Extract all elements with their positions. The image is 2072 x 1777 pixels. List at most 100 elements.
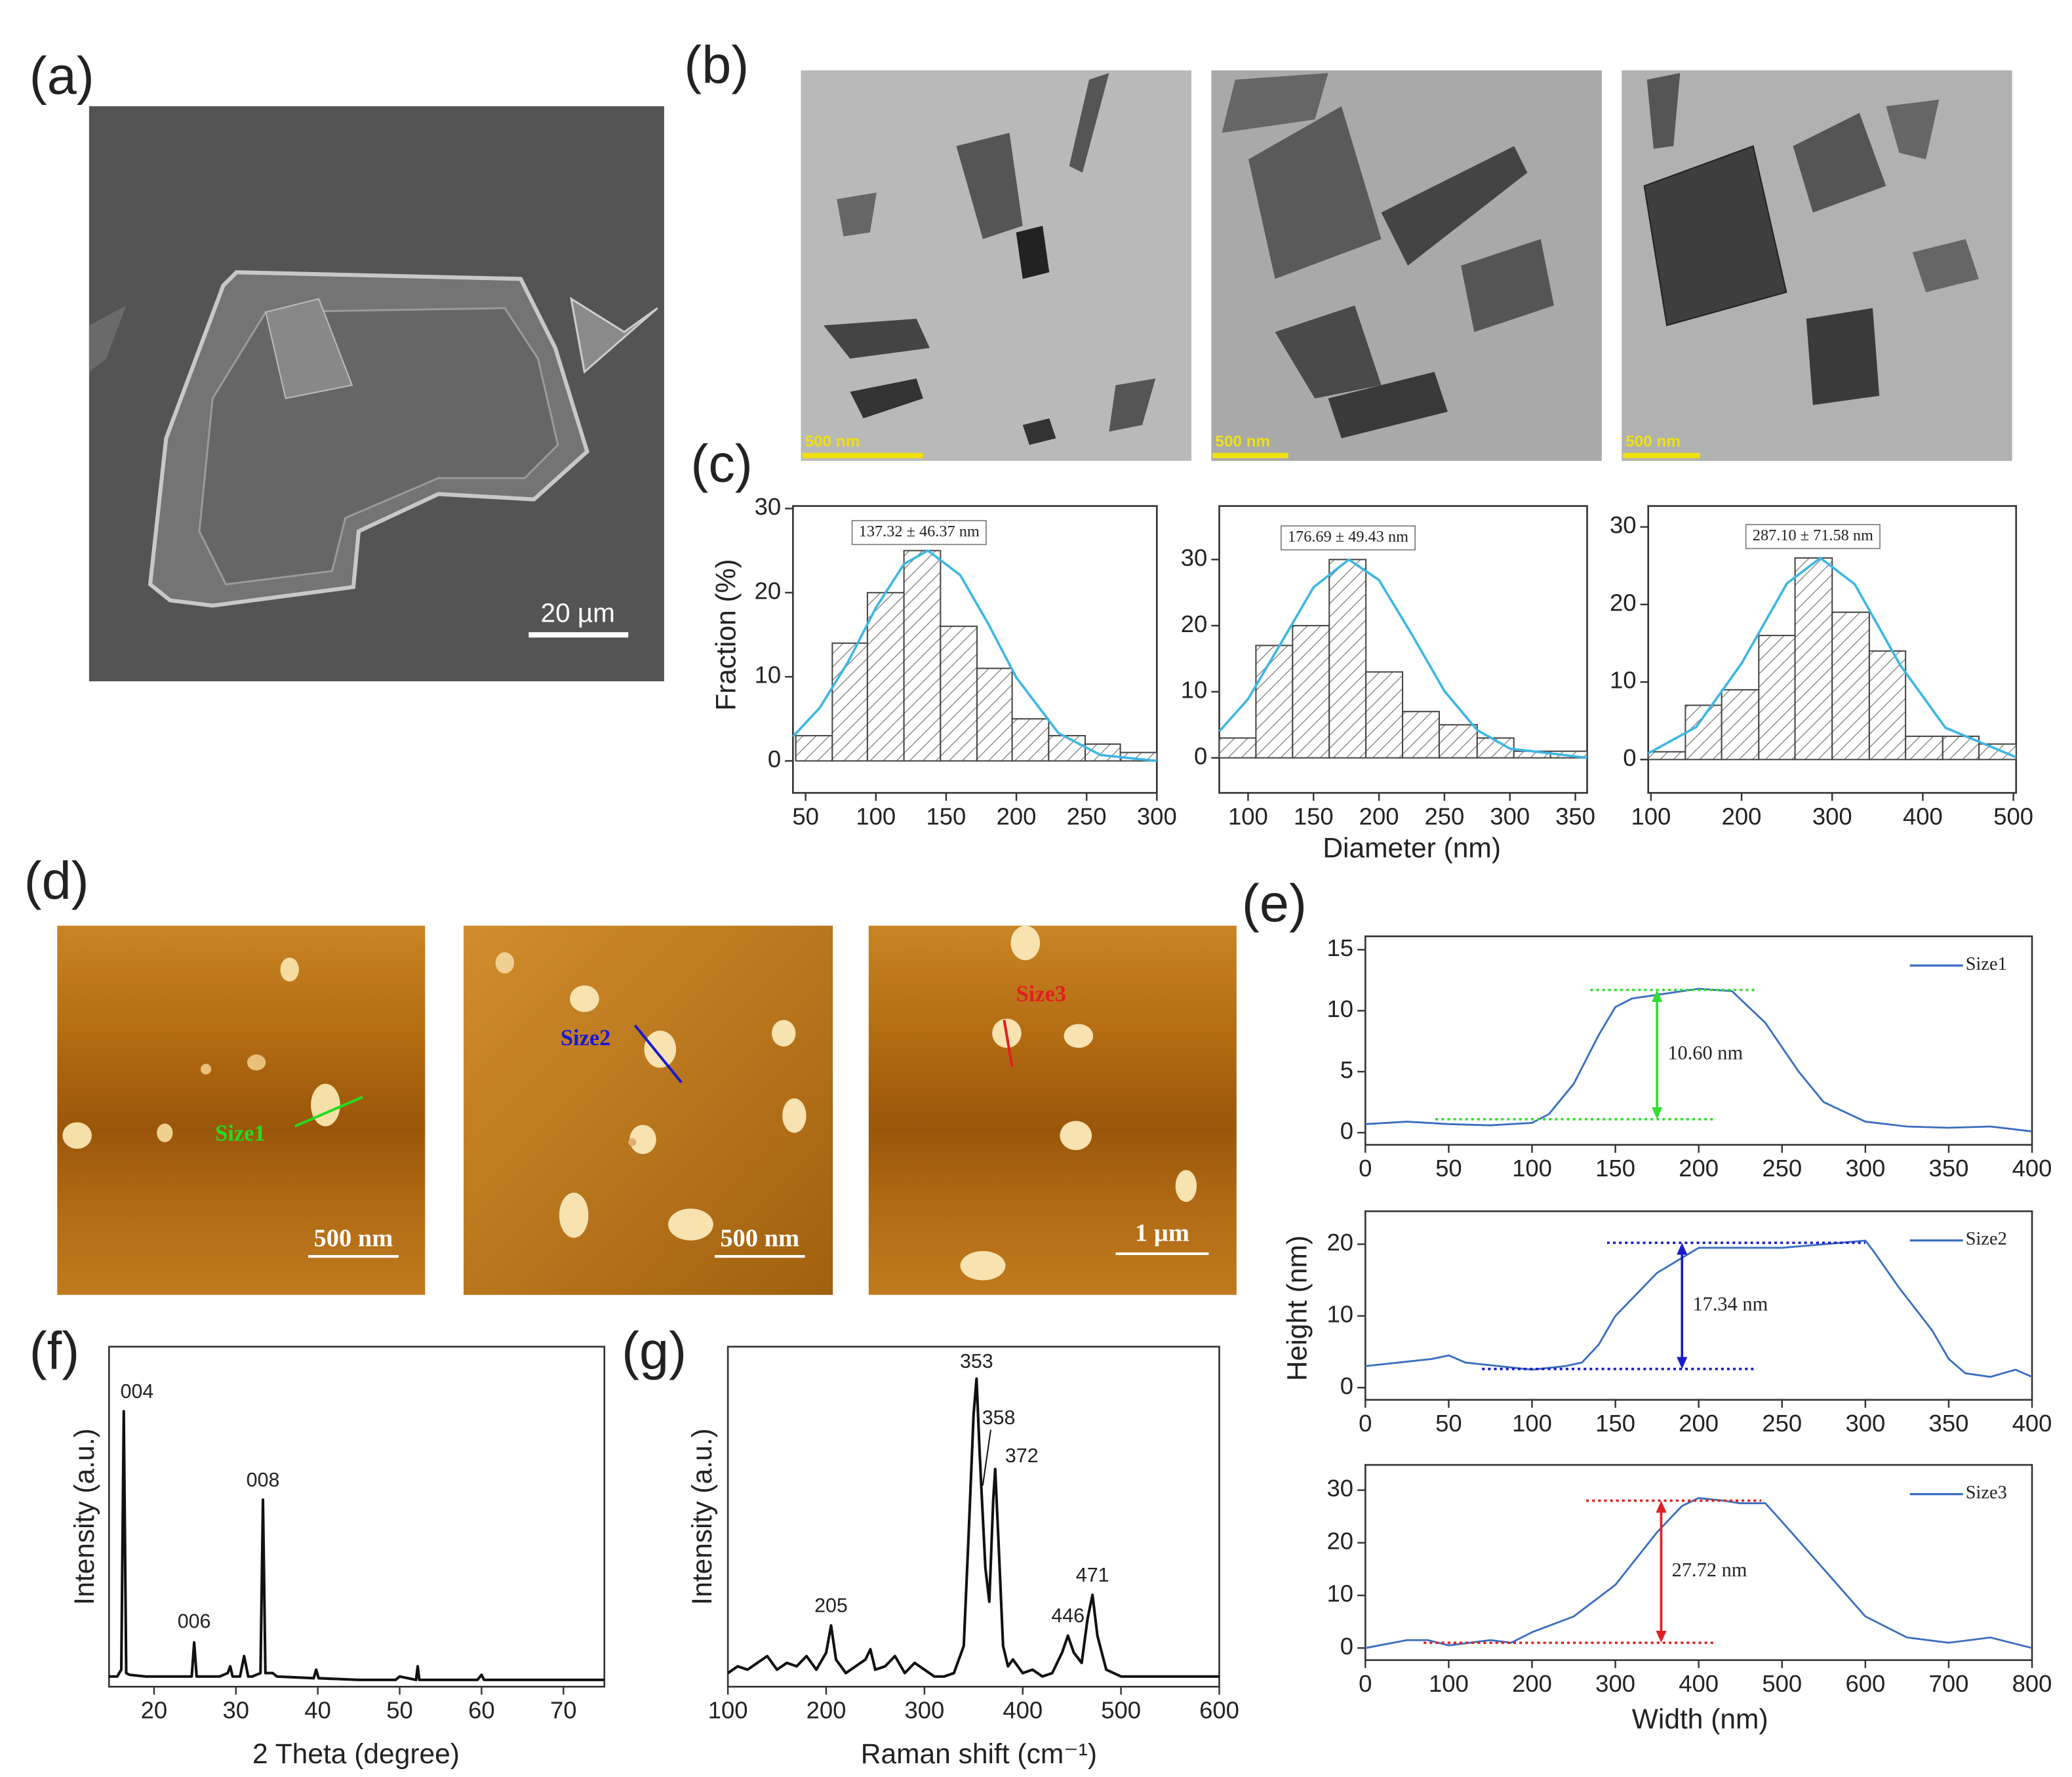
y-tick-label: 10 [1327,1300,1354,1327]
y-tick-label: 10 [1610,667,1637,694]
x-tick-label: 100 [1631,803,1671,829]
y-tick-label: 0 [1340,1633,1353,1660]
scale-bar-label: 500 nm [805,433,860,450]
y-tick-label: 0 [768,746,781,772]
y-tick-label: 10 [1327,995,1354,1022]
x-tick-label: 20 [141,1696,168,1723]
histogram-bar [1085,743,1121,762]
scale-bar-label: 500 nm [1625,433,1681,450]
y-axis-label: Height (nm) [1281,1235,1313,1381]
sem-image: 20 µm [89,106,664,682]
x-tick-label: 300 [1812,803,1852,829]
x-tick-label: 350 [1929,1155,1969,1182]
peak-label: 353 [960,1350,993,1372]
x-tick-label: 50 [792,803,819,829]
histogram-bar [1721,689,1760,761]
fit-curve [1218,558,1587,759]
profile-label: Size2 [561,1026,610,1050]
legend-label: Size3 [1966,1483,2007,1503]
y-tick-label: 20 [1181,610,1208,637]
x-tick-label: 200 [1679,1410,1719,1437]
x-tick-label: 200 [1359,803,1399,829]
peak-leader [982,1429,991,1486]
y-tick-label: 10 [1327,1580,1354,1607]
histogram-bar [1647,751,1686,761]
annotation: 287.10 ± 71.58 nm [1753,527,1873,544]
x-tick-label: 200 [997,803,1037,829]
y-tick-label: 30 [1610,511,1637,538]
x-tick-label: 400 [2012,1155,2052,1182]
y-tick-label: 15 [1327,934,1354,961]
arrow-head [1652,989,1663,1002]
x-axis-label: Raman shift (cm⁻¹) [861,1738,1097,1770]
histogram-bar [1011,718,1050,762]
panel-label: (d) [24,851,89,910]
scale-bar-label: 20 µm [541,597,615,628]
x-tick-label: 150 [1595,1155,1635,1182]
scale-bar-label: 1 µm [1135,1219,1189,1247]
arrow-head [1677,1357,1688,1369]
x-tick-label: 800 [2012,1670,2052,1697]
data-line [1365,1239,2033,1378]
x-tick-label: 30 [223,1696,250,1723]
x-tick-label: 60 [468,1696,495,1723]
histogram-bar [1905,735,1943,761]
peak-label: 471 [1076,1564,1109,1586]
x-tick-label: 100 [1429,1670,1469,1697]
x-tick-label: 500 [1101,1696,1141,1723]
y-axis-label: Intensity (a.u.) [69,1428,100,1605]
y-tick-label: 20 [1610,589,1637,616]
x-tick-label: 350 [1929,1410,1969,1437]
arrow-head [1652,1107,1663,1119]
x-tick-label: 400 [1679,1670,1719,1697]
arrow-head [1656,1631,1667,1643]
peak-label: 205 [814,1595,848,1617]
y-tick-label: 5 [1340,1056,1353,1083]
x-axis-label: Width (nm) [1632,1704,1768,1735]
x-tick-label: 300 [1595,1670,1635,1697]
measure-label: 17.34 nm [1692,1292,1768,1315]
profile-label: Size3 [1016,982,1066,1007]
fit-curve [792,549,1157,763]
plot-frame [108,1346,606,1688]
peak-label: 446 [1051,1605,1085,1627]
profile-label: Size1 [215,1121,265,1146]
annotation-box [851,520,987,546]
arrow-head [1677,1243,1688,1255]
y-axis-label: Intensity (a.u.) [687,1428,718,1605]
histogram-bar [1978,743,2017,761]
data-line [727,1377,1220,1678]
x-tick-label: 200 [1722,803,1762,829]
annotation: 137.32 ± 46.37 nm [859,523,980,540]
panel-label: (c) [690,434,752,493]
y-tick-label: 30 [755,493,782,520]
histogram-bar [1438,724,1478,759]
x-tick-label: 150 [926,803,966,829]
measure-label: 27.72 nm [1672,1559,1747,1581]
histogram-bar [1831,611,1870,761]
x-tick-label: 200 [807,1696,847,1723]
histogram-bar [1402,711,1440,759]
x-tick-label: 400 [1903,803,1943,829]
measure-label: 10.60 nm [1667,1041,1743,1064]
panel-label: (e) [1242,874,1307,933]
annotation-box [1280,525,1416,551]
plot-frame [1364,935,2033,1146]
histogram-bar [903,549,942,762]
histogram-bar [1255,645,1294,759]
y-tick-label: 10 [755,662,782,689]
histogram-bar [1868,650,1907,761]
x-tick-label: 0 [1359,1410,1372,1437]
x-tick-label: 500 [1993,803,2033,829]
peak-label: 358 [982,1407,1016,1429]
histogram-bar [1684,704,1723,761]
x-tick-label: 250 [1067,803,1107,829]
x-tick-label: 500 [1762,1670,1802,1697]
x-tick-label: 250 [1425,803,1465,829]
scale-bar-label: 500 nm [314,1225,393,1252]
histogram-bar [1328,559,1367,759]
x-axis-label: Diameter (nm) [1323,832,1501,864]
y-tick-label: 10 [1181,677,1208,704]
x-axis-label: 2 Theta (degree) [252,1738,460,1770]
